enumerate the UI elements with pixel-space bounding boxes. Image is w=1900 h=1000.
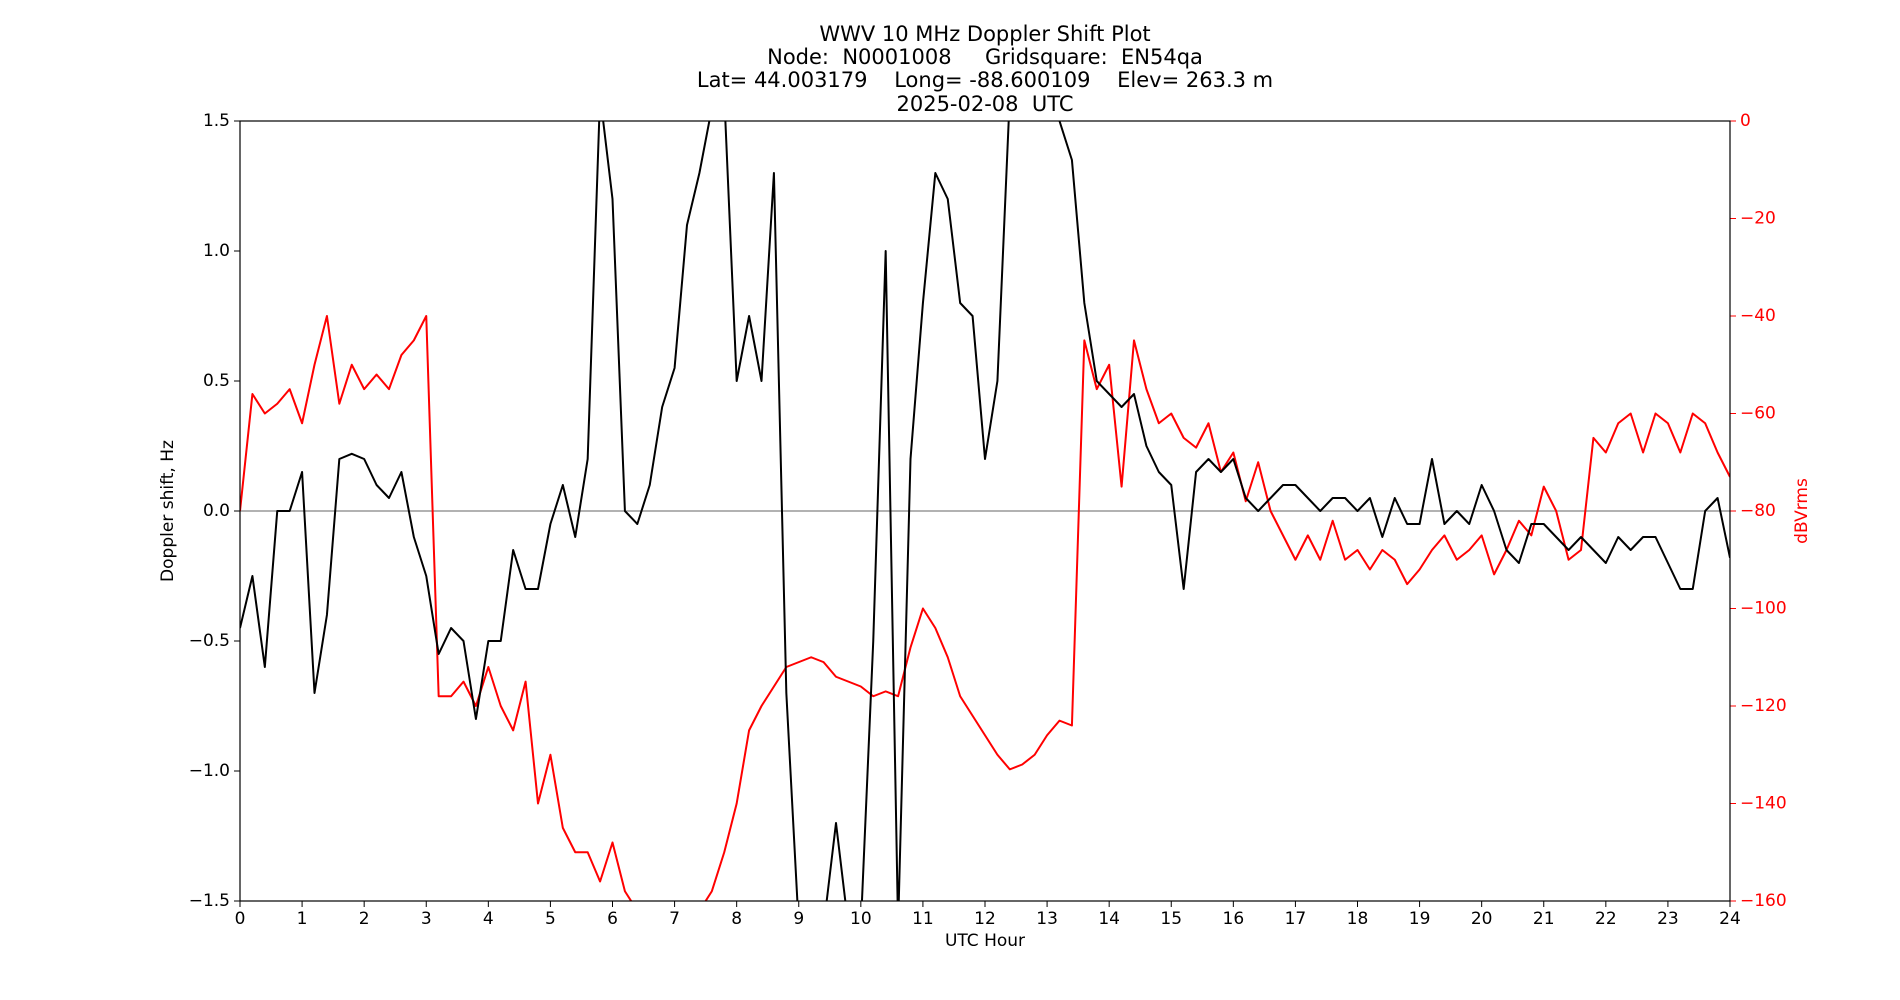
series-line [240, 121, 1730, 901]
x-tick-label: 8 [731, 909, 742, 929]
x-tick-label: 23 [1657, 909, 1679, 929]
x-tick-label: 14 [1098, 909, 1120, 929]
plot-frame [239, 120, 1731, 902]
x-tick-label: 6 [607, 909, 618, 929]
x-tick-label: 10 [850, 909, 872, 929]
x-axis-label: UTC Hour [945, 931, 1025, 951]
y2-tick-label: −80 [1740, 501, 1776, 521]
chart-subtitle: Node: N0001008 Gridsquare: EN54qa [767, 45, 1203, 69]
y-tick-label: 1.5 [203, 111, 230, 131]
y2-tick-label: −120 [1740, 696, 1787, 716]
y2-tick-label: −40 [1740, 306, 1776, 326]
x-tick-label: 3 [421, 909, 432, 929]
y-tick-label: −1.5 [189, 891, 230, 911]
series-line [240, 315, 1730, 901]
y2-tick-label: −100 [1740, 599, 1787, 619]
x-tick-label: 16 [1223, 909, 1245, 929]
y-tick-label: 1.0 [203, 241, 230, 261]
x-tick-label: 0 [235, 909, 246, 929]
chart-subtitle: Lat= 44.003179 Long= -88.600109 Elev= 26… [697, 68, 1273, 92]
x-tick-label: 4 [483, 909, 494, 929]
y2-tick-label: −140 [1740, 794, 1787, 814]
x-tick-label: 5 [545, 909, 556, 929]
y-tick-label: 0.5 [203, 371, 230, 391]
x-tick-label: 24 [1719, 909, 1741, 929]
y-tick-label: −1.0 [189, 761, 230, 781]
x-tick-label: 1 [297, 909, 308, 929]
x-tick-label: 19 [1409, 909, 1431, 929]
x-tick-label: 12 [974, 909, 996, 929]
chart-title: WWV 10 MHz Doppler Shift Plot [819, 22, 1150, 46]
x-tick-label: 20 [1471, 909, 1493, 929]
y2-tick-label: 0 [1740, 111, 1751, 131]
y2-tick-label: −60 [1740, 404, 1776, 424]
x-tick-label: 21 [1533, 909, 1555, 929]
y-tick-label: −0.5 [189, 631, 230, 651]
x-tick-label: 17 [1285, 909, 1307, 929]
x-tick-label: 11 [912, 909, 934, 929]
x-tick-label: 13 [1036, 909, 1058, 929]
y2-tick-label: −160 [1740, 891, 1787, 911]
plot-area [240, 121, 1730, 901]
y-axis-label: Doppler shift, Hz [158, 440, 178, 582]
x-tick-label: 15 [1160, 909, 1182, 929]
y2-axis-label: dBVrms [1792, 478, 1812, 544]
x-tick-label: 7 [669, 909, 680, 929]
chart-subtitle: 2025-02-08 UTC [896, 92, 1073, 116]
y-tick-label: 0.0 [203, 501, 230, 521]
x-tick-label: 18 [1347, 909, 1369, 929]
x-tick-label: 9 [793, 909, 804, 929]
y2-tick-label: −20 [1740, 209, 1776, 229]
x-tick-label: 2 [359, 909, 370, 929]
x-tick-label: 22 [1595, 909, 1617, 929]
